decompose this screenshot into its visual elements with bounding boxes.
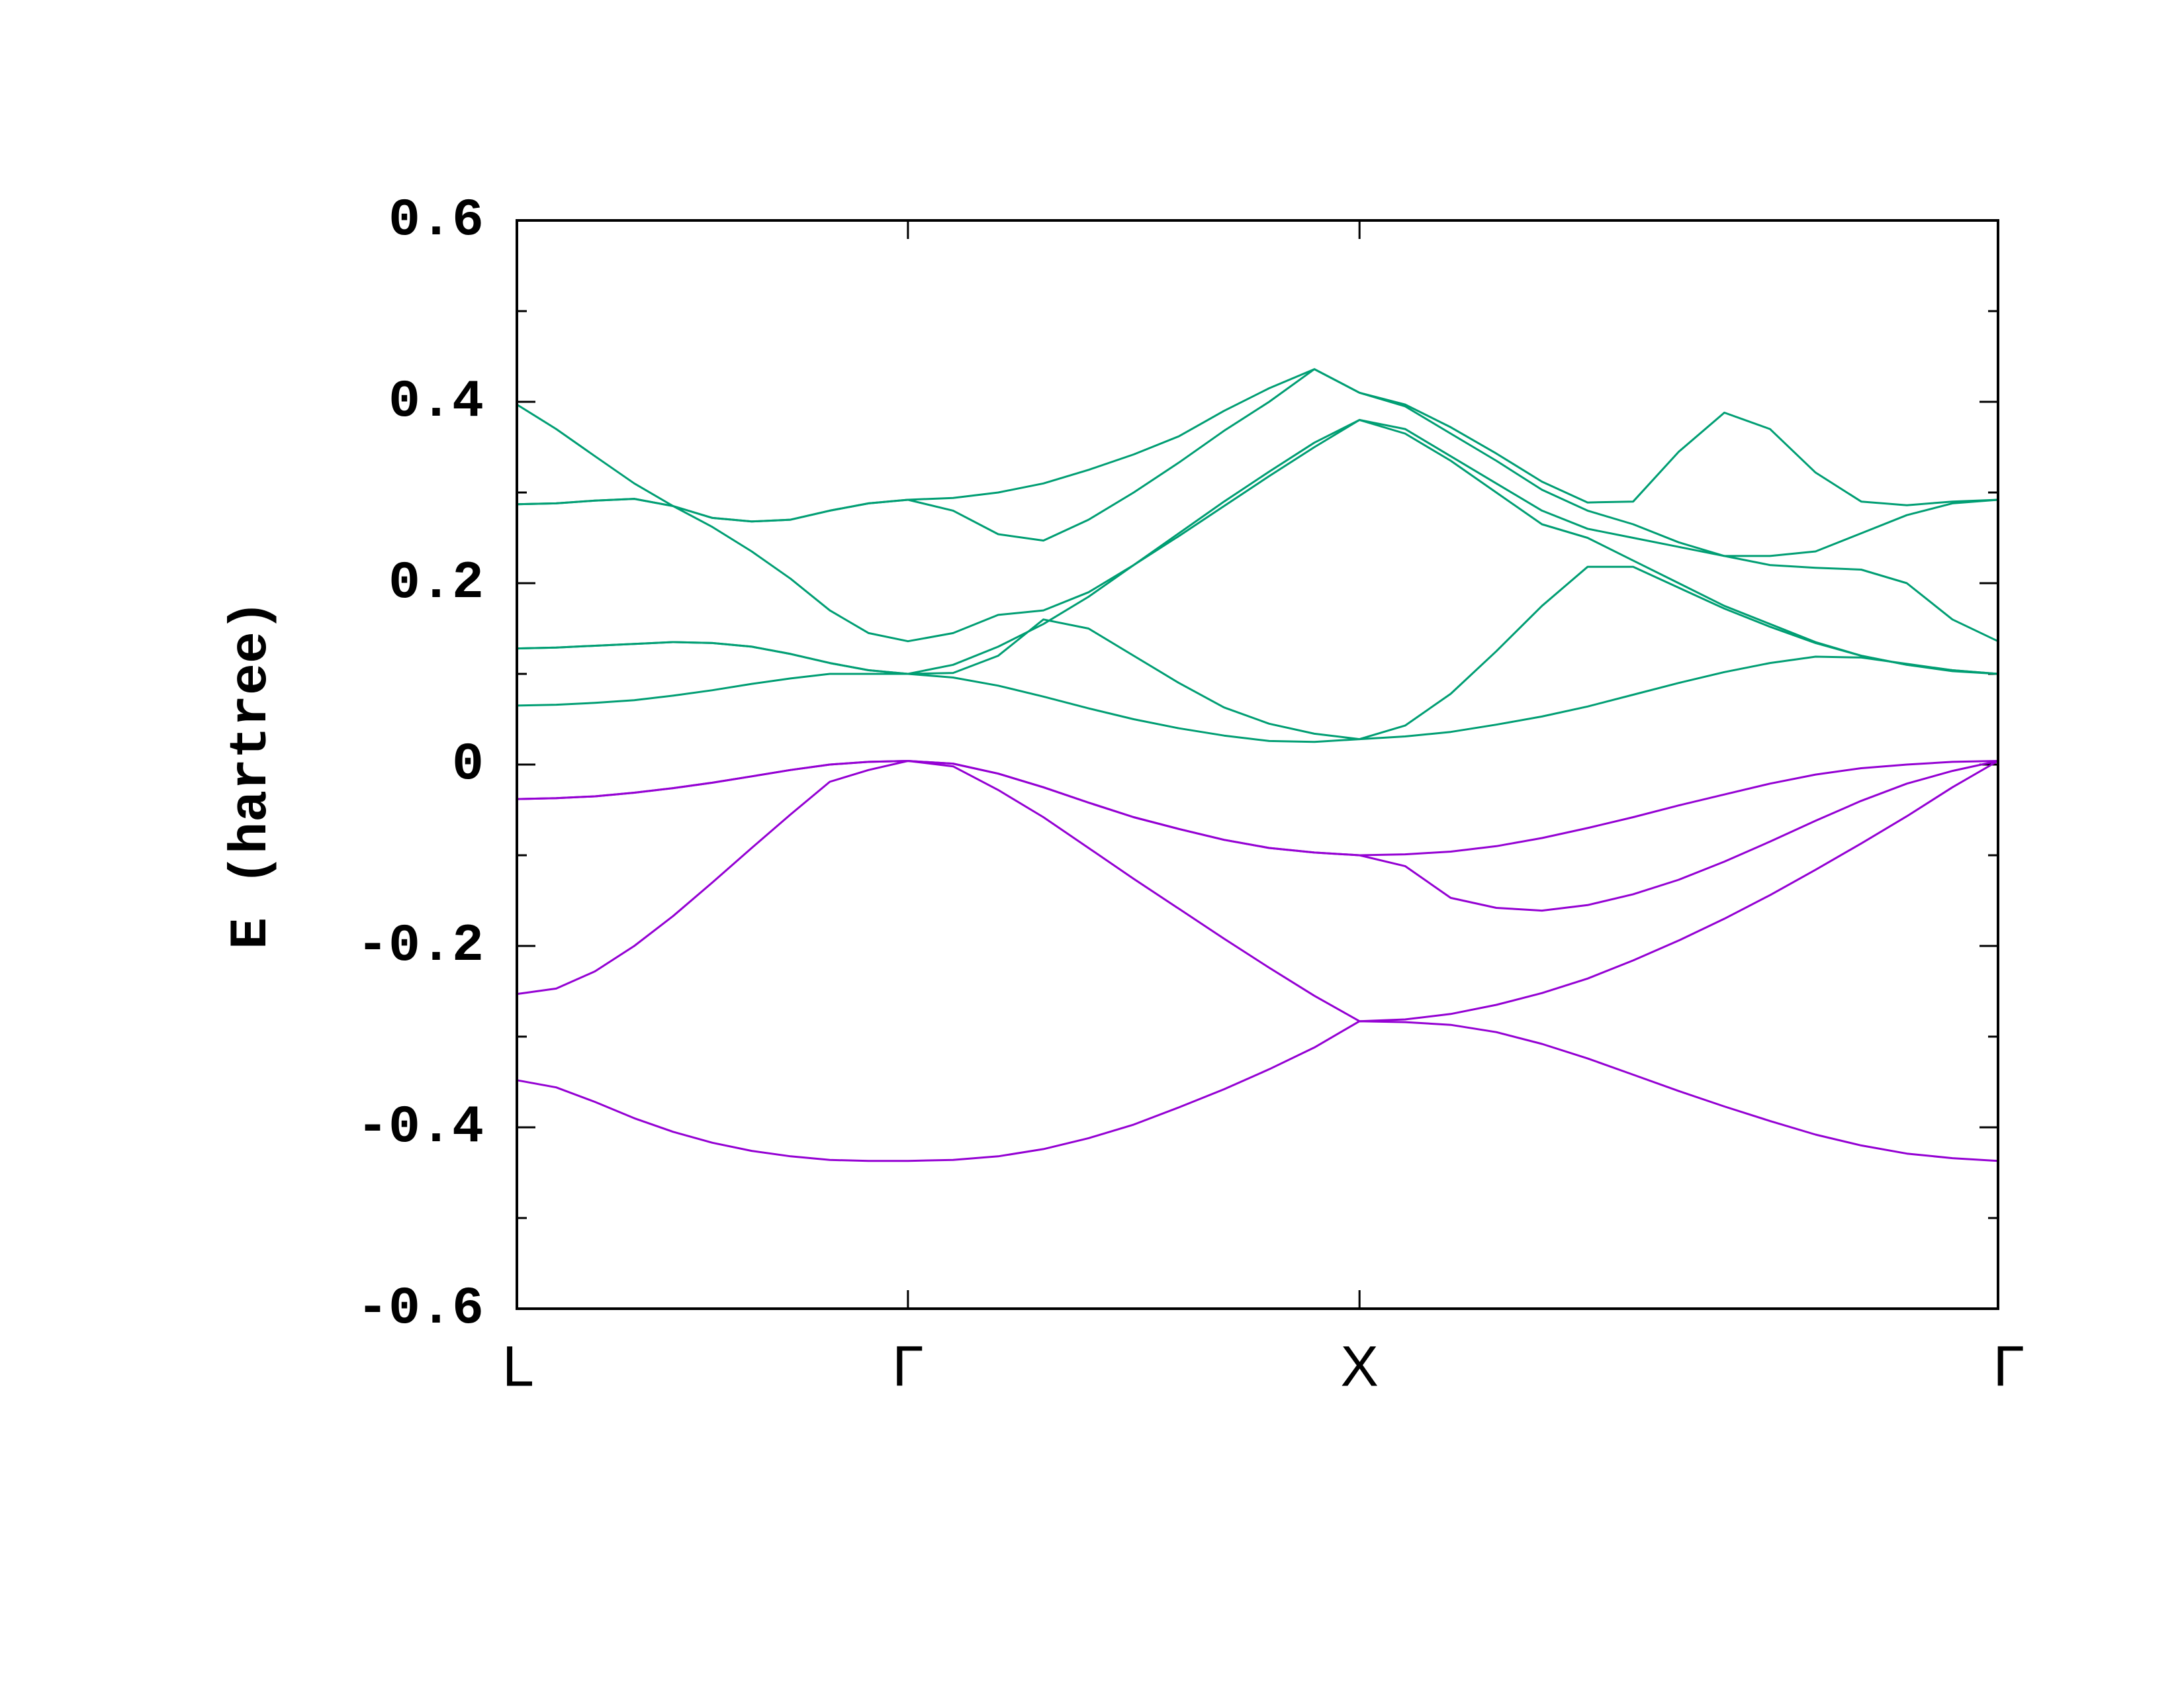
band-line (516, 1020, 1999, 1162)
band-line (516, 760, 1999, 857)
x-tick-label: Γ (1993, 1335, 2025, 1399)
x-tick-label: L (502, 1335, 534, 1399)
x-tick-label: X (1341, 1335, 1379, 1399)
band-line (516, 655, 1999, 743)
y-tick-label: 0.4 (388, 372, 484, 432)
band-line (516, 368, 1999, 643)
y-tick-label: -0.6 (357, 1279, 484, 1339)
band-line (516, 418, 1999, 675)
y-tick-label: 0 (452, 735, 484, 795)
y-tick-label: 0.6 (388, 191, 484, 251)
y-tick-label: 0.2 (388, 553, 484, 614)
band-line (516, 403, 1999, 643)
plot-frame (516, 219, 1999, 1310)
y-tick-label: -0.2 (357, 916, 484, 976)
y-tick-label: -0.4 (357, 1098, 484, 1158)
y-axis-label: E (hartree) (222, 600, 282, 949)
x-tick-label: Γ (892, 1335, 923, 1399)
band-line (516, 760, 1999, 1023)
